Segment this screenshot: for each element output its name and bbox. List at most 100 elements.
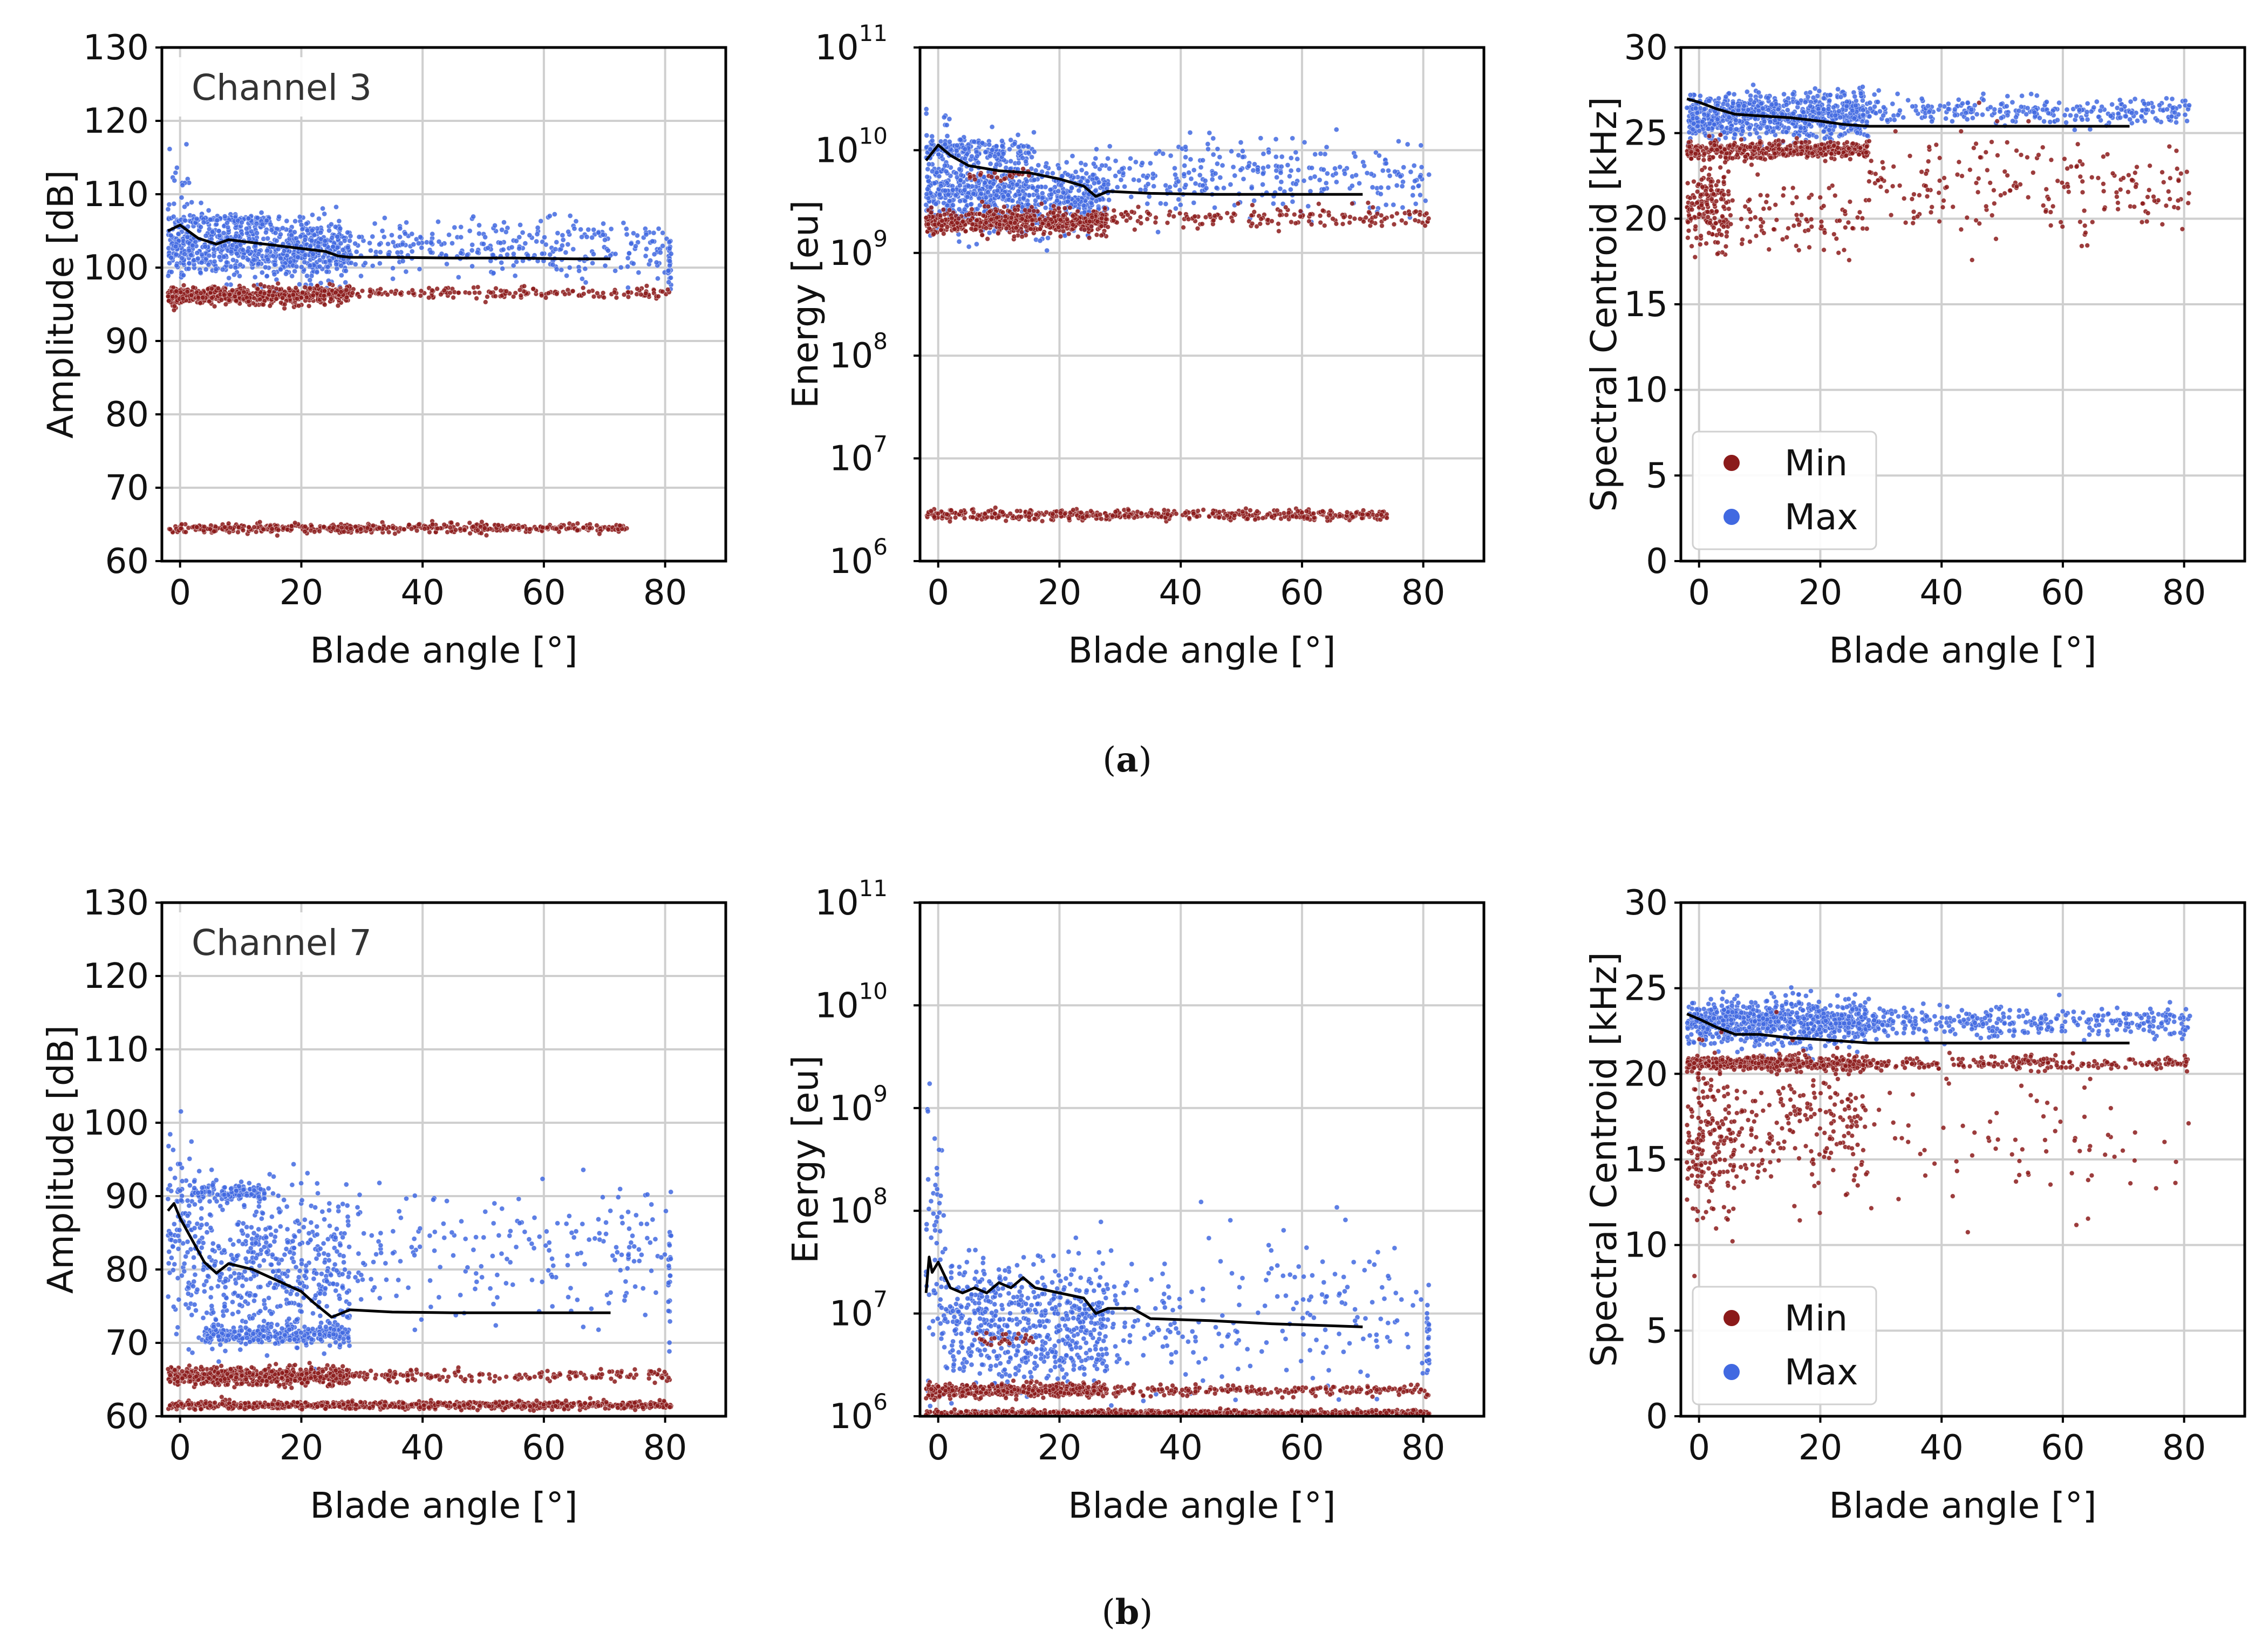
point-max — [1024, 178, 1030, 184]
point-max — [1280, 201, 1286, 207]
point-min — [1071, 507, 1076, 513]
point-max — [258, 210, 264, 216]
point-min — [333, 290, 338, 296]
point-max — [925, 166, 931, 172]
point-max — [370, 263, 376, 269]
point-min — [1041, 231, 1046, 237]
point-max — [1230, 164, 1236, 170]
point-max — [194, 216, 200, 222]
point-max — [1215, 146, 1221, 152]
point-min — [625, 289, 631, 295]
point-max — [278, 267, 284, 272]
point-max — [199, 260, 205, 265]
point-max — [367, 240, 373, 246]
point-min — [968, 174, 973, 180]
point-max — [551, 211, 557, 217]
point-min — [441, 288, 447, 293]
point-max — [262, 264, 268, 270]
point-min — [294, 296, 300, 302]
point-min — [257, 519, 263, 525]
point-max — [428, 240, 434, 246]
point-max — [1385, 185, 1391, 190]
point-max — [965, 183, 971, 189]
point-min — [328, 296, 334, 302]
point-min — [1379, 223, 1385, 229]
point-max — [500, 265, 506, 271]
point-max — [310, 212, 316, 218]
point-min — [1003, 518, 1009, 524]
point-max — [1146, 194, 1152, 200]
point-min — [222, 524, 228, 530]
point-max — [1408, 169, 1414, 175]
point-max — [335, 234, 340, 240]
point-min — [979, 199, 985, 204]
point-max — [1417, 192, 1423, 198]
point-max — [1031, 149, 1037, 155]
point-max — [275, 246, 281, 252]
point-min — [1013, 225, 1019, 231]
point-max — [446, 232, 452, 238]
point-max — [943, 168, 949, 174]
point-max — [207, 217, 213, 223]
point-max — [348, 233, 353, 239]
point-min — [1123, 218, 1129, 223]
point-min — [1007, 173, 1013, 179]
point-max — [1210, 152, 1216, 158]
point-min — [188, 292, 194, 298]
point-max — [570, 246, 576, 252]
point-min — [611, 289, 617, 295]
point-max — [1105, 181, 1111, 187]
point-min — [1125, 212, 1130, 218]
point-max — [958, 172, 964, 178]
point-min — [992, 505, 998, 510]
point-min — [1423, 210, 1429, 216]
point-max — [216, 228, 222, 234]
point-min — [1231, 211, 1237, 216]
point-min — [539, 292, 544, 298]
point-max — [538, 218, 544, 224]
point-max — [1005, 192, 1011, 198]
point-max — [1065, 172, 1071, 178]
point-min — [1192, 214, 1198, 219]
point-min — [518, 292, 524, 298]
point-min — [416, 522, 422, 527]
point-max — [937, 192, 943, 197]
point-max — [211, 253, 217, 259]
point-min — [1309, 222, 1314, 227]
point-min — [1207, 212, 1212, 217]
point-max — [322, 238, 328, 244]
point-max — [993, 143, 999, 149]
point-min — [493, 293, 498, 299]
point-min — [1394, 210, 1400, 216]
point-max — [1410, 192, 1416, 198]
point-min — [1103, 216, 1109, 222]
point-min — [255, 286, 261, 292]
point-max — [206, 262, 212, 268]
point-max — [347, 238, 353, 244]
point-min — [467, 530, 473, 536]
point-max — [946, 139, 952, 145]
point-max — [255, 261, 261, 267]
point-min — [1088, 223, 1094, 229]
point-max — [428, 249, 434, 255]
point-max — [1119, 166, 1125, 172]
point-min — [418, 293, 424, 298]
point-max — [573, 219, 579, 224]
point-max — [370, 234, 376, 240]
point-min — [1298, 208, 1304, 214]
point-min — [1249, 221, 1255, 227]
point-max — [352, 261, 358, 267]
point-min — [474, 296, 479, 301]
point-min — [1297, 214, 1303, 220]
point-max — [578, 227, 584, 233]
point-max — [1238, 139, 1244, 145]
point-max — [1279, 154, 1285, 160]
point-max — [1072, 200, 1078, 206]
point-min — [931, 231, 936, 237]
point-max — [986, 230, 992, 236]
point-max — [1391, 202, 1396, 208]
point-max — [1093, 155, 1099, 161]
y-tick-label: 100 — [83, 248, 149, 288]
point-min — [251, 295, 257, 301]
point-min — [1370, 204, 1376, 210]
